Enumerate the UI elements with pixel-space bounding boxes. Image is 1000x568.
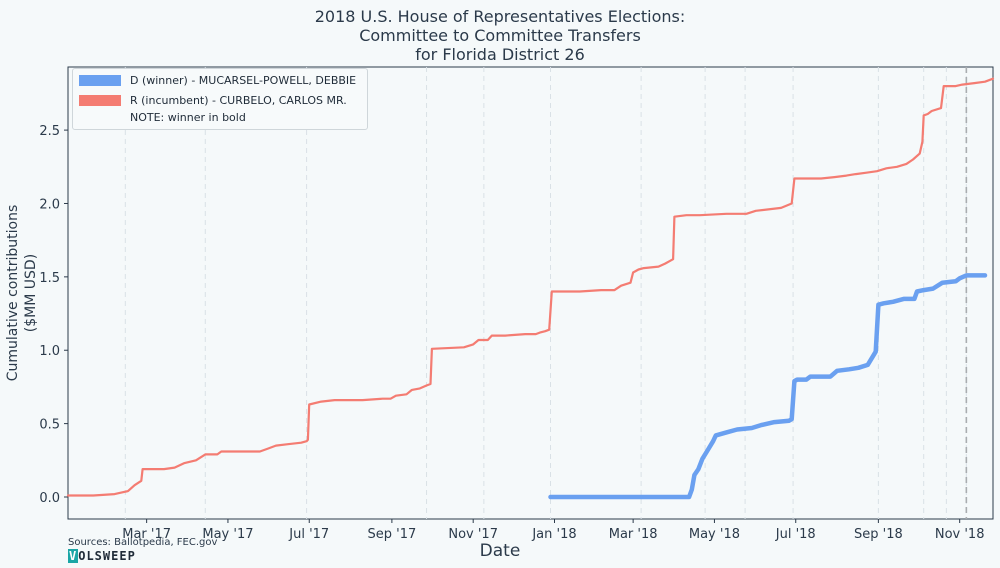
series-lines [66,77,995,500]
x-tick-label: Jul '17 [288,527,329,542]
x-tick-label: Sep '18 [854,527,903,542]
y-tick-label: 0.5 [39,418,60,433]
grid-lines [124,67,968,519]
legend-note-text: NOTE: winner in bold [130,111,246,124]
chart-title-line-1: 2018 U.S. House of Representatives Elect… [314,7,686,26]
y-tick-label: 2.5 [39,124,60,139]
y-axis-label-line-2: ($MM USD) [23,253,39,333]
y-tick-label: 0.0 [39,491,60,506]
x-tick-label: Jan '18 [531,527,576,542]
x-tick-label: May '17 [202,527,253,542]
x-tick-label: Nov '17 [448,527,498,542]
chart-title-line-2: Committee to Committee Transfers [359,26,641,45]
logo-wordmark: OLSWEEP [78,549,136,563]
x-tick-label: Mar '18 [609,527,658,542]
legend-swatch-d [79,75,121,86]
x-tick-label: Mar '17 [122,527,171,542]
y-tick-label: 1.0 [39,344,60,359]
y-tick-label: 2.0 [39,197,60,212]
axis-ticks: Mar '17 May '17 Jul '17 Sep '17 Nov '17 Jan '… [39,124,984,542]
series-line-d [548,273,988,500]
chart-title-line-3: for Florida District 26 [415,45,585,64]
plot-frame [67,66,994,520]
legend-label-r: R (incumbent) - CURBELO, CARLOS MR. [130,94,347,107]
y-axis-label: Cumulative contributions ($MM USD) [4,205,40,382]
x-tick-label: Nov '18 [935,527,985,542]
sources-text: Sources: Ballotpedia, FEC.gov [68,537,218,548]
y-tick-label: 1.5 [39,271,60,286]
legend-label-d: D (winner) - MUCARSEL-POWELL, DEBBIE [130,74,357,87]
volsweep-logo: VOLSWEEP [68,549,136,563]
legend-swatch-r [79,95,121,106]
x-tick-label: Jul '18 [775,527,816,542]
x-tick-label: May '18 [689,527,740,542]
series-line-r [66,77,995,497]
logo-mark: V [68,549,79,563]
y-axis-label-line-1: Cumulative contributions [5,204,21,382]
x-tick-label: Sep '17 [368,527,417,542]
legend: D (winner) - MUCARSEL-POWELL, DEBBIE R (… [72,68,368,130]
x-axis-label: Date [479,541,521,561]
